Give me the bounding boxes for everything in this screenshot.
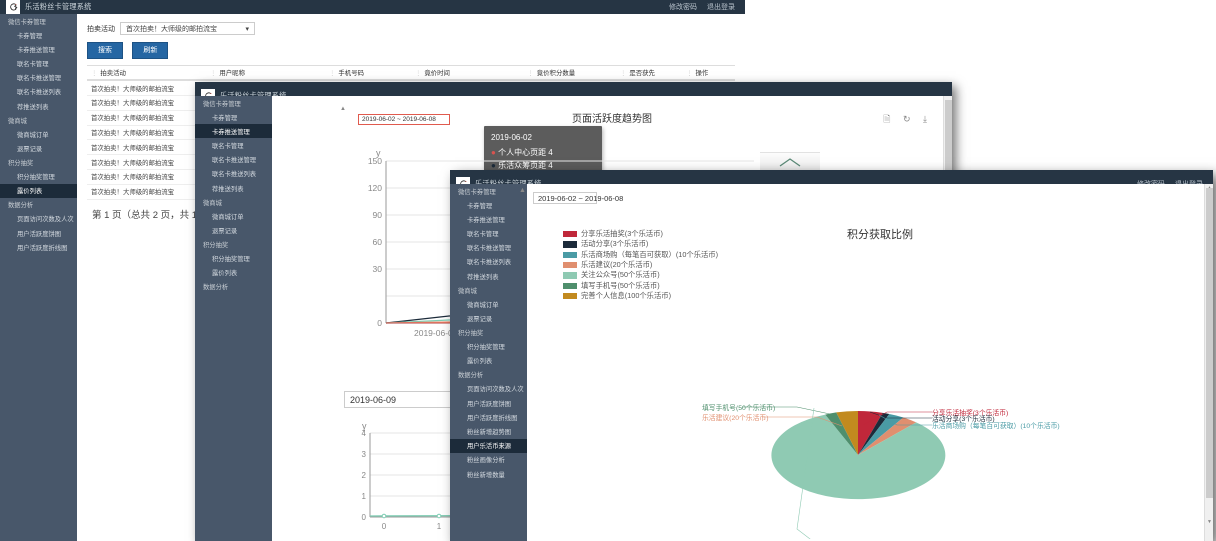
svg-text:60: 60 xyxy=(373,237,383,247)
svg-text:2: 2 xyxy=(362,471,367,480)
svg-text:1: 1 xyxy=(362,492,367,501)
svg-text:0: 0 xyxy=(382,522,387,531)
svg-text:120: 120 xyxy=(368,183,382,193)
svg-text:150: 150 xyxy=(368,156,382,166)
svg-text:30: 30 xyxy=(373,264,383,274)
svg-text:90: 90 xyxy=(373,210,383,220)
svg-text:4: 4 xyxy=(362,429,367,438)
svg-text:1: 1 xyxy=(437,522,442,531)
svg-text:0: 0 xyxy=(377,318,382,328)
svg-text:3: 3 xyxy=(362,450,367,459)
svg-text:0: 0 xyxy=(362,513,367,522)
